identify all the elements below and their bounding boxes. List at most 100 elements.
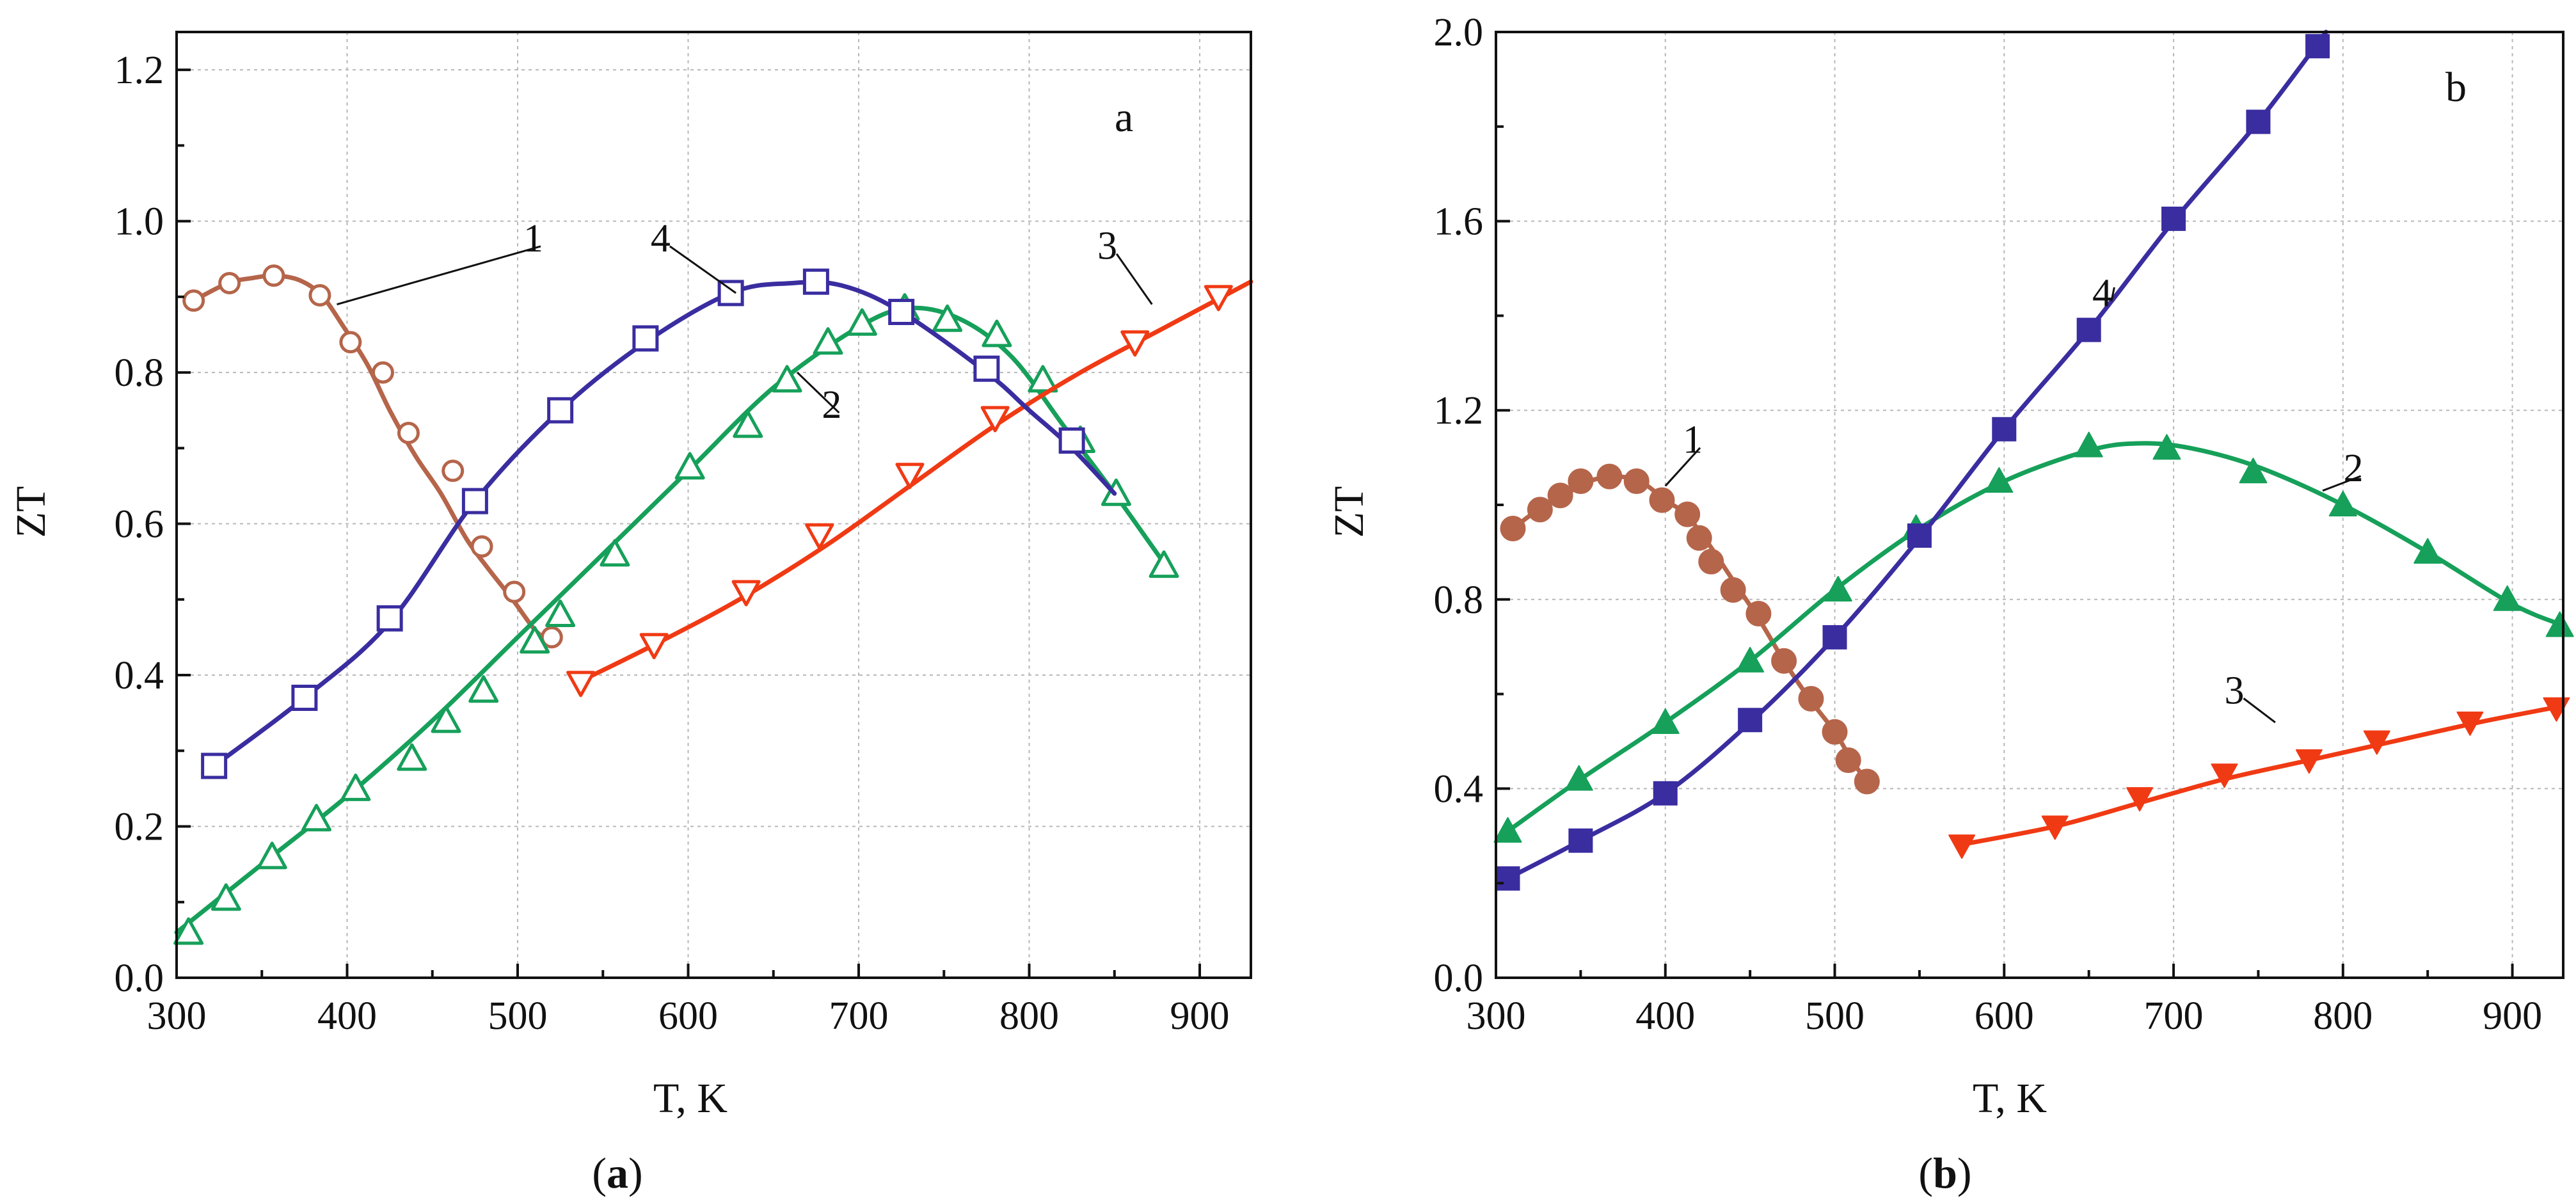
panel-b-series-4-point [1495,866,1520,891]
panel-a-series-3-label: 3 [1097,225,1117,268]
panel-a-series-1-point [503,580,526,603]
panel-b-series-1-point [1822,719,1848,745]
panel-b-series-2-point [1985,467,2014,493]
panel-b-y-tick-label: 1.6 [1434,200,1484,244]
panel-b-series-1-point [1527,497,1553,523]
panel-a-series-3: 3 [566,225,1253,697]
panel-a-y-tick-label: 0.8 [115,351,164,395]
panel-a-series-2-point [173,917,204,945]
panel-b-series-1-point [1547,482,1573,509]
panel-b-series-1-point [1698,548,1724,575]
panel-b-series-3-point [2126,787,2154,812]
panel-a-x-tick-label: 600 [658,994,718,1038]
panel-a-series-1-label: 1 [523,217,543,260]
panel-b-y-tick-label: 0.0 [1434,957,1484,1000]
panel-a-series-2-point [1028,365,1058,393]
panel-a-y-tick-label: 0.2 [115,806,164,849]
panel-a-y-tick-label: 1.0 [115,200,164,244]
panel-a-series-2-point [397,743,427,771]
panel-a-x-tick-label: 400 [317,994,377,1038]
panel-a-series-1-point [371,361,394,384]
panel-a-series-2-point [211,883,241,911]
panel-b-series-2-point [2074,431,2103,458]
panel-a-series-4: 4 [201,217,1117,779]
panel-b-series-3-point [2456,711,2484,736]
panel-b-x-tick-label: 400 [1635,994,1695,1038]
panel-a-series-4-point [973,355,1000,382]
panel-a-caption-close: ) [628,1149,643,1197]
panel-a-series-4-point [802,268,829,295]
panel-a-series-2-point [257,841,287,870]
panel-b-series-4-point [1738,708,1763,733]
panel-b-series-3-leader [2243,697,2276,724]
panel-b-series-1-point [1596,463,1623,490]
panel-b-series-4-point [2305,34,2330,59]
panel-a-series-4-point [632,325,659,352]
panel-a-series-3-point [895,463,925,490]
panel-b-series-2-leader [2322,475,2362,492]
panel-b-series-1-point [1500,515,1526,541]
panel-b-series-4-point [2161,206,2186,231]
panel-a-series-1-point [218,272,241,295]
panel-a-series-4-point [1058,427,1085,454]
panel-a-series-2-point [600,539,630,567]
panel-a-x-tick-label: 300 [147,994,207,1038]
panel-b-series-1-point [1745,600,1772,626]
panel-b-series-4-leader [2110,287,2115,301]
panel-a-series-2-point [1149,550,1179,578]
panel-a-series-4-point [461,488,488,514]
panel-b-series-1-point [1686,525,1712,551]
panel-a-x-tick-label: 800 [999,994,1059,1038]
panel-b-y-tick-label: 0.8 [1434,578,1484,622]
panel-a-series-2-point [772,365,802,393]
panel-b-series-3-point [2363,730,2390,755]
panel-a-series-4-point [376,605,403,632]
panel-b-series-1: 1 [1500,418,1880,795]
panel-a-series-1-point [262,264,285,287]
panel-b-series-4-point [1907,523,1932,548]
panel-a-series-3-point [1120,330,1150,357]
panel-a-series-4-point [888,298,915,325]
panel-a-x-tick-label: 700 [829,994,889,1038]
panel-b-series-4-point [1992,417,2017,442]
panel-a-series-1-point [540,626,563,649]
panel-b-series-2-point [2152,434,2181,460]
panel-a-series-3-leader [1115,253,1153,305]
panel-a-x-axis-title: T, K [653,1075,727,1122]
panel-b-y-tick-label: 1.2 [1434,389,1484,433]
panel-b-series-2-point [1493,817,1522,843]
panel-a-series-4-leader [669,245,737,294]
panel-a-series-4-point [201,753,228,779]
panel-b-series-2-point [2239,458,2268,484]
panel-a-series-2-point [847,308,877,336]
panel-b-series-2-label: 2 [2344,447,2364,490]
panel-a-series-2-point [674,452,705,480]
panel-b-caption-letter: b [1933,1149,1957,1197]
panel-b-series-4-point [1822,625,1847,649]
panel-a-frame [175,31,1252,979]
panel-a-series-1-leader [337,245,541,306]
panel-b-series-1-label: 1 [1683,418,1703,462]
panel-a-y-tick-label: 0.0 [115,957,164,1000]
panel-a-series-3-point [1204,285,1233,312]
panel-b-y-tick-label: 0.4 [1434,767,1484,811]
panel-a-series-3-point [639,633,669,660]
panel-b-series-1-point [1674,501,1701,527]
panel-a-series-2-point [431,705,461,733]
panel-a-series-3-point [805,523,834,550]
panel-a-series-2-point [340,773,371,801]
panel-a-series-1-point [182,289,205,312]
panel-b-x-tick-label: 900 [2483,994,2542,1038]
panel-a-x-tick-label: 500 [488,994,548,1038]
panel-b-series-4-point [1653,781,1678,806]
panel-b-y-tick-label: 2.0 [1434,11,1484,54]
panel-b-caption-close: ) [1957,1149,1972,1197]
panel-b-series-1-point [1720,577,1746,603]
panel-b-series-2-point [2328,491,2357,516]
panel-a-series-3-point [980,406,1010,433]
panel-b-series-1-point [1568,468,1594,495]
panel-a-y-axis-title: ZT [8,486,54,538]
panel-b-series-2-point [2413,538,2442,564]
